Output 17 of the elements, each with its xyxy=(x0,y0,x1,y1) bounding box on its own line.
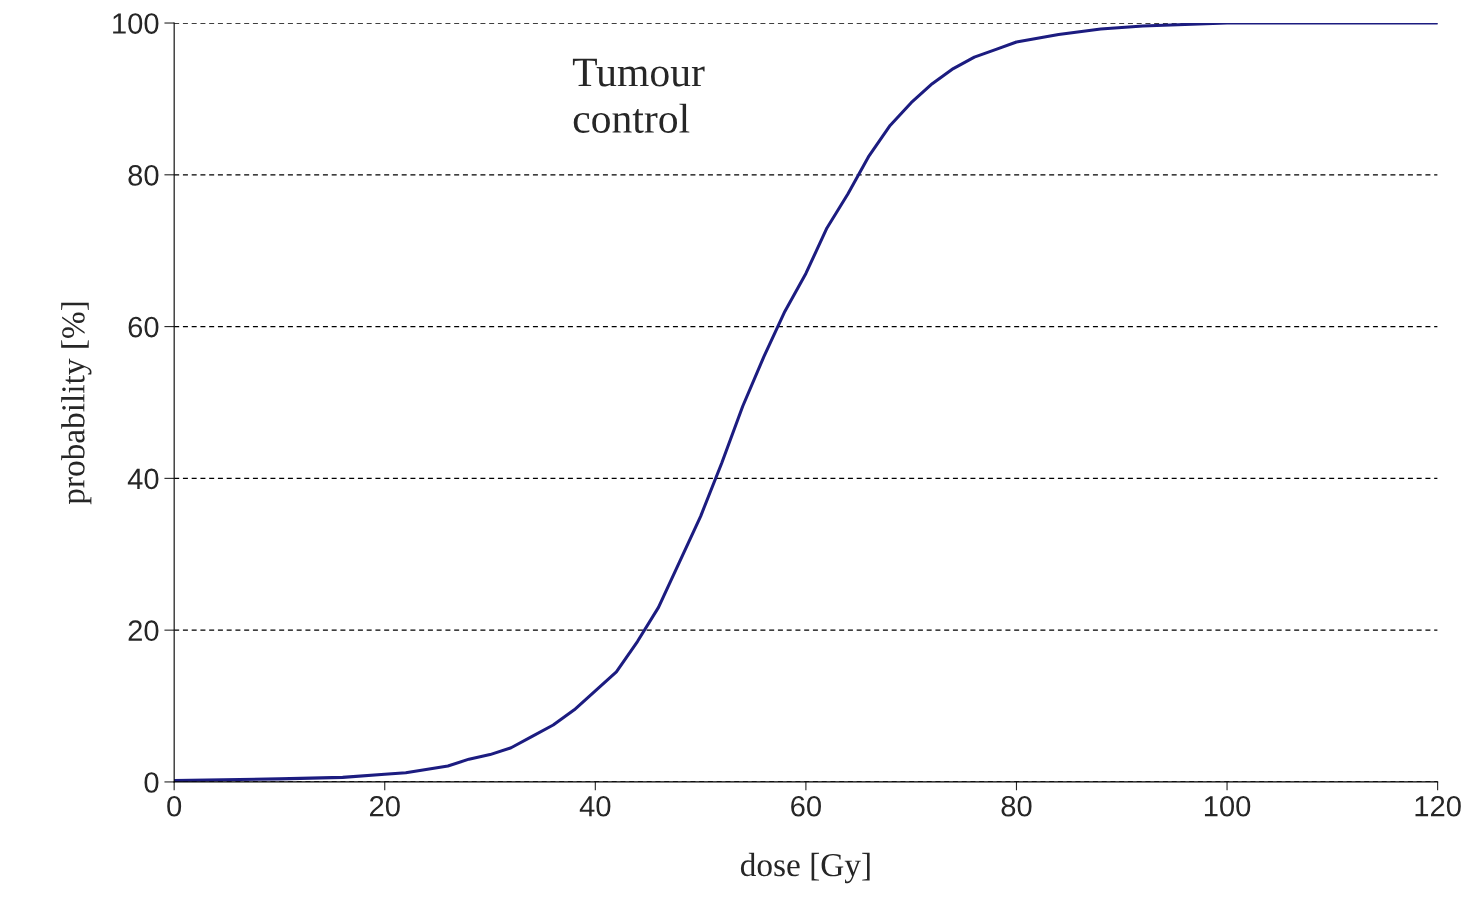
x-tick-label: 80 xyxy=(1001,795,1032,817)
x-axis-title: dose [Gy] xyxy=(740,852,870,884)
x-tick-label: 100 xyxy=(1204,795,1251,817)
y-axis-title: probability [%] xyxy=(61,302,92,505)
x-tick-label: 0 xyxy=(167,795,182,817)
y-tick-label: 80 xyxy=(128,165,159,186)
line-series xyxy=(174,23,1438,782)
y-tick-label: 60 xyxy=(128,316,159,338)
x-tick-label: 40 xyxy=(579,795,611,817)
x-tick-label: 60 xyxy=(791,795,821,817)
y-tick-label: 40 xyxy=(127,468,159,490)
annotation: Tumour control xyxy=(572,58,705,133)
y-tick-label: 20 xyxy=(128,620,159,641)
y-tick-label: 0 xyxy=(144,772,159,793)
x-tick-label: 20 xyxy=(369,795,400,817)
x-tick-label: 120 xyxy=(1415,795,1461,817)
y-tick-label: 100 xyxy=(113,13,159,34)
